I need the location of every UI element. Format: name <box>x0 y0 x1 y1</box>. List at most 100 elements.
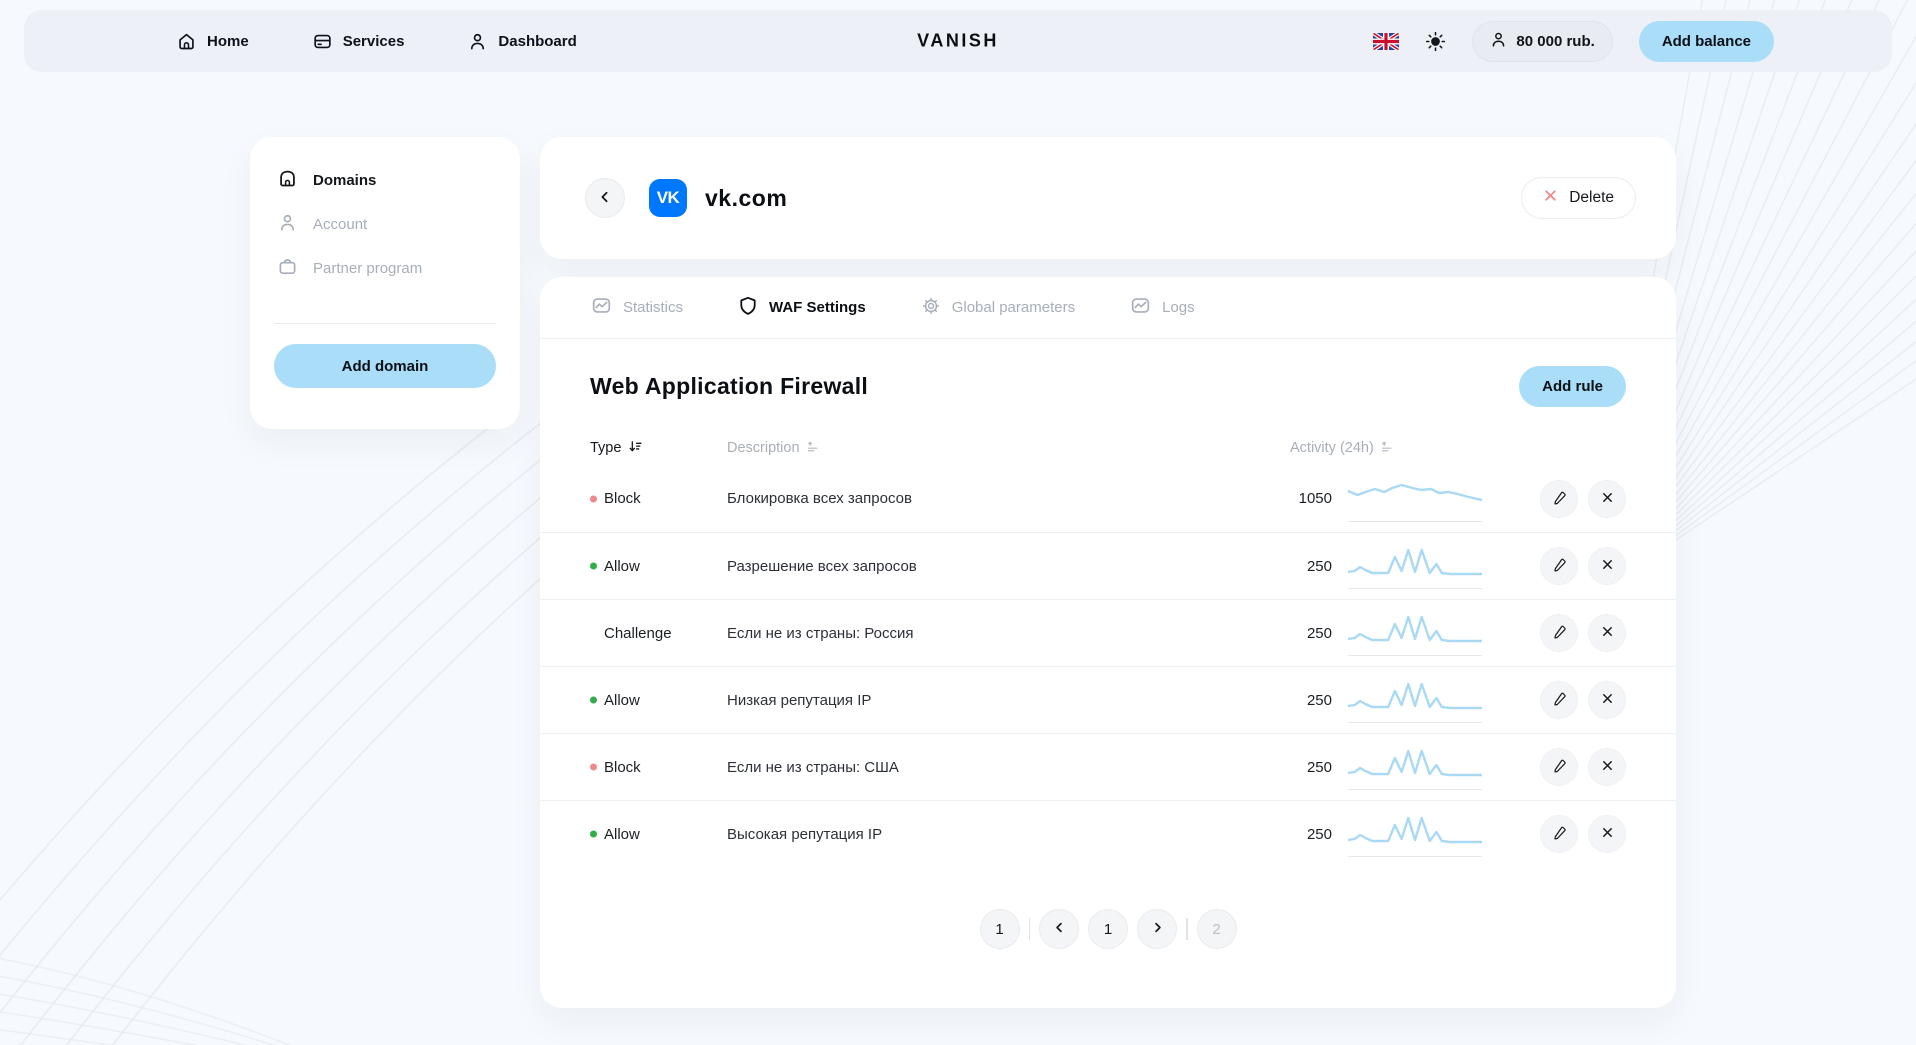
balance-amount: 80 000 rub. <box>1516 32 1595 50</box>
waf-section-header: Web Application Firewall Add rule <box>590 366 1626 407</box>
services-icon <box>313 32 332 51</box>
pagination-last-page[interactable]: 2 <box>1196 909 1237 949</box>
rule-actions <box>1540 681 1626 719</box>
rule-type-cell: Allow <box>590 692 727 709</box>
rule-status-dot <box>590 696 597 704</box>
remove-rule-button[interactable] <box>1588 614 1626 652</box>
home-icon <box>278 169 297 192</box>
remove-rule-button[interactable] <box>1588 681 1626 719</box>
sparkline-baseline <box>1348 588 1482 589</box>
tab-global-parameters[interactable]: Global parameters <box>922 297 1075 319</box>
back-button[interactable] <box>585 178 625 218</box>
uk-flag-language-icon[interactable] <box>1373 32 1400 50</box>
sidebar-item-partner-program[interactable]: Partner program <box>274 246 496 290</box>
pagination-divider <box>1186 918 1188 940</box>
edit-rule-button[interactable] <box>1540 681 1578 719</box>
add-balance-button[interactable]: Add balance <box>1638 20 1774 62</box>
column-label: Type <box>590 440 622 456</box>
nav-item-label: Home <box>207 32 249 50</box>
edit-rule-button[interactable] <box>1540 479 1578 518</box>
rule-activity-sparkline <box>1348 542 1482 590</box>
rule-type-label: Challenge <box>604 624 672 642</box>
rule-description: Если не из страны: США <box>727 758 899 776</box>
tab-waf-settings[interactable]: WAF Settings <box>739 296 866 319</box>
chevron-right-icon <box>1151 921 1164 938</box>
rule-description: Если не из страны: Россия <box>727 624 914 642</box>
rule-type-label: Allow <box>604 691 640 709</box>
pagination-divider <box>1028 918 1030 940</box>
rules-table-body: Block Блокировка всех запросов 1050 Allo… <box>540 465 1676 867</box>
main-nav: Home Services Dashboard <box>177 32 577 51</box>
rule-type-label: Block <box>604 758 641 776</box>
sidebar-item-label: Domains <box>313 171 377 189</box>
x-icon <box>1543 188 1558 208</box>
sparkline-baseline <box>1348 789 1482 790</box>
user-icon <box>1490 31 1507 52</box>
pencil-icon <box>1552 758 1567 776</box>
rule-activity-count: 250 <box>1306 758 1332 776</box>
rule-status-dot <box>590 562 597 570</box>
remove-rule-button[interactable] <box>1588 479 1626 518</box>
edit-rule-button[interactable] <box>1540 815 1578 853</box>
chevron-left-icon <box>1053 921 1066 938</box>
column-activity[interactable]: Activity (24h) <box>1272 440 1482 457</box>
domain-header-card: VK vk.com Delete <box>540 137 1676 259</box>
top-navigation-bar: Home Services Dashboard VANISH 80 000 r <box>24 10 1892 72</box>
rule-actions <box>1540 815 1626 853</box>
waf-settings-card: Statistics WAF Settings Global parameter… <box>540 277 1676 1008</box>
edit-rule-button[interactable] <box>1540 547 1578 585</box>
sort-descending-icon <box>628 439 643 458</box>
tab-label: Statistics <box>623 299 684 316</box>
nav-item-services[interactable]: Services <box>313 32 405 51</box>
vk-site-logo: VK <box>649 179 687 217</box>
add-domain-button[interactable]: Add domain <box>274 344 496 388</box>
brand-logo: VANISH <box>917 30 999 51</box>
column-description[interactable]: Description <box>727 440 1272 457</box>
rule-activity-sparkline <box>1348 810 1482 858</box>
add-rule-button[interactable]: Add rule <box>1519 366 1626 407</box>
column-type[interactable]: Type <box>590 439 727 458</box>
remove-rule-button[interactable] <box>1588 815 1626 853</box>
rule-activity-sparkline <box>1348 743 1482 791</box>
rule-activity-count: 250 <box>1306 691 1332 709</box>
pencil-icon <box>1552 557 1567 575</box>
rule-type-label: Block <box>604 490 641 507</box>
sidebar-item-domains[interactable]: Domains <box>274 158 496 202</box>
rule-status-dot <box>590 495 597 502</box>
tab-logs[interactable]: Logs <box>1131 296 1195 319</box>
chevron-left-icon <box>598 190 612 207</box>
rule-actions <box>1540 748 1626 786</box>
sidebar-divider <box>274 323 496 324</box>
pagination: 1 1 2 <box>540 909 1676 949</box>
rule-activity-sparkline <box>1348 609 1482 657</box>
rule-status-dot <box>590 763 597 771</box>
page-title: Web Application Firewall <box>590 373 869 399</box>
tab-statistics[interactable]: Statistics <box>592 296 683 319</box>
nav-item-dashboard[interactable]: Dashboard <box>468 32 577 51</box>
pagination-prev-button[interactable] <box>1039 909 1079 949</box>
column-label: Activity (24h) <box>1290 440 1374 456</box>
pagination-current-page[interactable]: 1 <box>1088 909 1128 949</box>
edit-rule-button[interactable] <box>1540 614 1578 652</box>
rule-activity-count: 1050 <box>1298 490 1332 507</box>
tab-label: Global parameters <box>951 299 1076 316</box>
sidebar-item-account[interactable]: Account <box>274 202 496 246</box>
x-icon <box>1601 625 1614 641</box>
remove-rule-button[interactable] <box>1588 748 1626 786</box>
nav-item-label: Services <box>342 32 405 50</box>
sparkline-baseline <box>1348 520 1482 522</box>
delete-domain-button[interactable]: Delete <box>1521 177 1636 219</box>
edit-rule-button[interactable] <box>1540 748 1578 786</box>
rule-activity-sparkline <box>1348 676 1482 724</box>
pencil-icon <box>1552 825 1567 843</box>
x-icon <box>1601 826 1614 842</box>
sparkline-baseline <box>1348 856 1482 857</box>
pagination-first-page[interactable]: 1 <box>979 909 1020 949</box>
nav-item-home[interactable]: Home <box>177 32 249 51</box>
balance-button[interactable]: 80 000 rub. <box>1472 20 1613 62</box>
waf-rule-row: Allow Разрешение всех запросов 250 <box>540 532 1676 599</box>
remove-rule-button[interactable] <box>1588 547 1626 585</box>
pagination-next-button[interactable] <box>1137 909 1177 949</box>
rule-description: Высокая репутация IP <box>727 825 883 843</box>
theme-toggle-sun-icon[interactable] <box>1425 31 1446 52</box>
